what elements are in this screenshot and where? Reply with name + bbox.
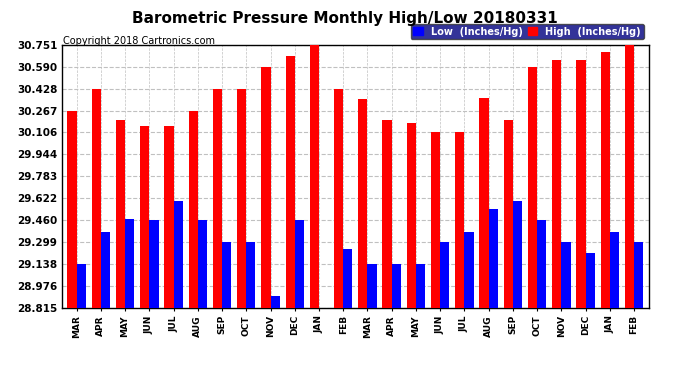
Bar bbox=[286, 56, 295, 308]
Bar bbox=[562, 242, 571, 308]
Bar bbox=[310, 45, 319, 308]
Bar bbox=[537, 220, 546, 308]
Bar bbox=[634, 242, 643, 308]
Bar bbox=[140, 126, 149, 308]
Bar bbox=[625, 45, 634, 308]
Bar bbox=[149, 220, 159, 308]
Bar bbox=[213, 89, 222, 308]
Bar bbox=[92, 89, 101, 308]
Bar bbox=[77, 264, 86, 308]
Bar bbox=[552, 60, 562, 308]
Text: Copyright 2018 Cartronics.com: Copyright 2018 Cartronics.com bbox=[63, 36, 215, 46]
Bar bbox=[125, 219, 135, 308]
Bar bbox=[295, 220, 304, 308]
Bar bbox=[600, 52, 610, 308]
Bar bbox=[586, 253, 595, 308]
Bar bbox=[504, 120, 513, 308]
Bar bbox=[431, 132, 440, 308]
Bar bbox=[237, 89, 246, 308]
Bar bbox=[101, 232, 110, 308]
Bar bbox=[174, 201, 183, 308]
Bar bbox=[270, 296, 279, 307]
Bar bbox=[334, 89, 343, 308]
Bar bbox=[368, 264, 377, 308]
Bar bbox=[480, 98, 489, 308]
Bar bbox=[455, 132, 464, 308]
Bar bbox=[406, 123, 416, 308]
Bar bbox=[610, 232, 619, 308]
Bar bbox=[164, 126, 174, 308]
Bar bbox=[464, 232, 473, 308]
Bar bbox=[343, 249, 353, 308]
Text: Barometric Pressure Monthly High/Low 20180331: Barometric Pressure Monthly High/Low 201… bbox=[132, 11, 558, 26]
Bar bbox=[513, 201, 522, 308]
Bar bbox=[68, 111, 77, 308]
Bar bbox=[416, 264, 425, 308]
Bar bbox=[489, 209, 498, 308]
Bar bbox=[358, 99, 368, 308]
Bar bbox=[188, 111, 198, 308]
Bar bbox=[262, 67, 270, 308]
Bar bbox=[116, 120, 125, 308]
Bar bbox=[246, 242, 255, 308]
Bar bbox=[222, 242, 231, 308]
Bar bbox=[382, 120, 392, 308]
Bar bbox=[440, 242, 449, 308]
Bar bbox=[576, 60, 586, 308]
Bar bbox=[528, 67, 537, 308]
Legend: Low  (Inches/Hg), High  (Inches/Hg): Low (Inches/Hg), High (Inches/Hg) bbox=[411, 24, 644, 39]
Bar bbox=[198, 220, 207, 308]
Bar bbox=[392, 264, 401, 308]
